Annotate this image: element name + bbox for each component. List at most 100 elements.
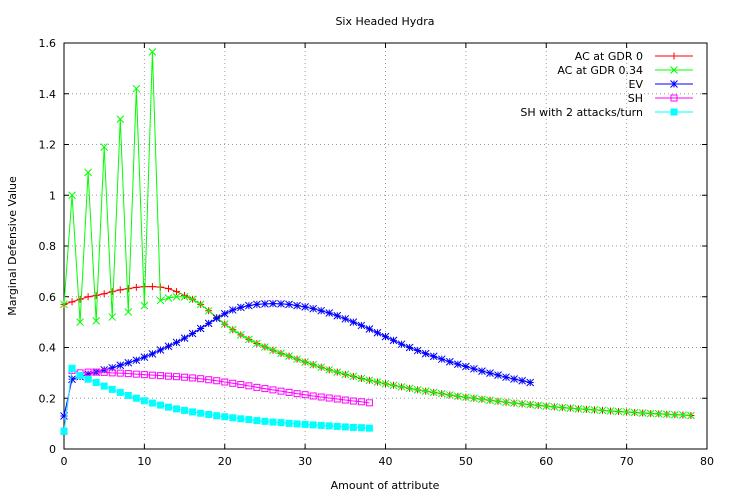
data-point	[429, 352, 438, 361]
data-point	[574, 405, 583, 413]
data-point	[301, 358, 309, 366]
legend-label: SH	[628, 92, 643, 105]
data-point	[654, 409, 663, 418]
data-point	[341, 370, 350, 379]
data-point	[261, 343, 269, 351]
data-point	[84, 370, 92, 378]
series-layer	[60, 48, 695, 435]
data-point	[156, 346, 165, 354]
x-tick-label: 80	[700, 455, 714, 468]
data-point	[180, 292, 189, 301]
data-point	[140, 283, 148, 291]
data-point	[421, 387, 430, 395]
data-point	[92, 317, 101, 325]
data-point	[172, 292, 181, 301]
data-point	[253, 417, 261, 425]
data-point	[181, 373, 189, 381]
data-point	[245, 382, 253, 390]
y-tick-label: 0.6	[39, 291, 57, 304]
data-point	[502, 398, 510, 407]
series-4	[60, 364, 373, 435]
data-point	[405, 384, 414, 393]
data-point	[68, 191, 76, 200]
data-point	[173, 373, 181, 381]
data-point	[341, 423, 349, 431]
data-point	[670, 108, 678, 116]
data-point	[253, 339, 261, 348]
data-point	[606, 407, 615, 415]
data-point	[389, 381, 398, 390]
data-point	[510, 375, 518, 383]
data-point	[662, 410, 671, 419]
data-point	[437, 389, 446, 398]
data-point	[534, 401, 543, 410]
data-point	[124, 358, 133, 367]
data-point	[325, 365, 334, 374]
data-point	[470, 364, 478, 373]
data-point	[285, 388, 293, 396]
data-point	[164, 294, 173, 302]
data-point	[494, 397, 502, 406]
data-point	[341, 396, 349, 404]
y-tick-label: 0.4	[39, 342, 57, 355]
series-1	[60, 48, 695, 420]
x-tick-label: 40	[379, 455, 393, 468]
data-point	[325, 309, 334, 317]
data-point	[582, 405, 591, 414]
data-point	[172, 338, 181, 347]
data-point	[164, 285, 172, 293]
data-point	[68, 375, 76, 384]
data-point	[148, 48, 157, 56]
data-point	[60, 412, 68, 420]
data-point	[445, 357, 454, 366]
data-point	[317, 393, 325, 401]
data-point	[381, 332, 390, 341]
data-point	[92, 379, 100, 387]
data-point	[116, 369, 124, 377]
y-tick-label: 1.6	[39, 37, 57, 50]
data-point	[453, 392, 462, 401]
data-point	[437, 355, 446, 364]
data-point	[309, 392, 317, 400]
axis-ticks: 0 10 20 30 40 50 60 70 80 0 0.2 0.4 0.6 0.8 1 1.2 1.4 1.6	[39, 37, 715, 468]
data-point	[197, 375, 205, 383]
data-point	[518, 376, 526, 385]
data-point	[309, 304, 318, 313]
data-point	[245, 335, 253, 344]
legend-label: AC at GDR 0.34	[557, 64, 643, 77]
data-point	[349, 397, 357, 405]
data-point	[453, 360, 462, 369]
data-point	[445, 391, 454, 399]
data-point	[638, 409, 647, 417]
data-point	[205, 376, 213, 384]
data-point	[181, 406, 189, 414]
data-point	[164, 403, 172, 411]
legend-label: EV	[629, 78, 644, 91]
data-point	[365, 325, 374, 333]
data-point	[108, 369, 116, 377]
data-point	[293, 301, 301, 310]
data-point	[148, 371, 156, 379]
data-point	[598, 406, 607, 415]
data-point	[679, 411, 687, 419]
legend-label: AC at GDR 0	[575, 50, 643, 63]
data-point	[84, 375, 92, 383]
data-point	[365, 399, 373, 407]
data-point	[357, 374, 366, 383]
data-point	[84, 368, 92, 376]
data-point	[317, 421, 325, 429]
data-point	[590, 406, 599, 414]
data-point	[60, 427, 68, 435]
data-point	[92, 368, 100, 376]
grid-lines	[64, 43, 707, 449]
data-point	[261, 385, 269, 393]
data-point	[213, 377, 221, 385]
data-point	[237, 381, 245, 389]
data-point	[140, 371, 148, 379]
data-point	[173, 405, 181, 413]
data-point	[389, 336, 398, 345]
data-point	[285, 419, 293, 427]
data-point	[124, 308, 133, 316]
data-point	[237, 415, 245, 423]
